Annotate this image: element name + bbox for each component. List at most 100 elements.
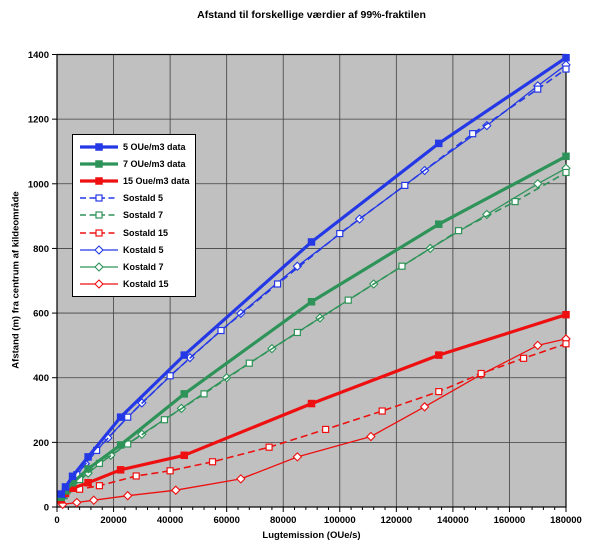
data-point-marker bbox=[122, 490, 133, 501]
legend-item: Sostald 7 bbox=[79, 207, 195, 223]
data-point-marker bbox=[95, 482, 104, 490]
x-tick-label: 140000 bbox=[437, 515, 469, 526]
legend-label: Sostald 7 bbox=[123, 210, 164, 221]
x-tick-label: 20000 bbox=[100, 515, 126, 526]
legend-swatch bbox=[80, 229, 118, 237]
data-point-marker bbox=[482, 209, 492, 220]
legend-swatch bbox=[80, 194, 118, 202]
x-tick-label: 160000 bbox=[494, 515, 526, 526]
data-point-marker bbox=[72, 497, 82, 508]
data-point-marker bbox=[95, 160, 103, 168]
data-point-marker bbox=[307, 238, 316, 246]
legend-label: 15 Oue/m3 data bbox=[123, 176, 190, 187]
legend-label: Kostald 15 bbox=[123, 279, 169, 290]
y-tick-label: 400 bbox=[33, 373, 49, 384]
data-point-marker bbox=[61, 487, 70, 495]
data-point-marker bbox=[116, 413, 125, 421]
data-point-marker bbox=[68, 479, 77, 487]
data-point-marker bbox=[336, 229, 344, 238]
legend-item: Sostald 15 bbox=[79, 225, 195, 241]
data-point-marker bbox=[94, 245, 104, 255]
data-point-marker bbox=[217, 326, 225, 335]
data-point-marker bbox=[95, 194, 103, 202]
data-point-marker bbox=[132, 472, 140, 480]
plot-frame bbox=[56, 53, 567, 508]
y-tick-label: 1400 bbox=[28, 50, 49, 61]
data-point-marker bbox=[166, 467, 174, 475]
legend-item: Kostald 7 bbox=[79, 259, 195, 275]
legend-item: Sostald 5 bbox=[79, 190, 195, 206]
data-point-marker bbox=[366, 431, 376, 442]
data-point-marker bbox=[562, 53, 570, 62]
legend-label: 5 OUe/m3 data bbox=[123, 141, 186, 152]
data-point-marker bbox=[208, 458, 217, 466]
legend-label: Kostald 7 bbox=[123, 262, 164, 273]
data-point-marker bbox=[170, 485, 181, 495]
data-point-marker bbox=[95, 211, 103, 220]
x-tick-label: 80000 bbox=[270, 515, 296, 526]
data-point-marker bbox=[88, 495, 99, 505]
data-point-marker bbox=[378, 407, 386, 415]
data-point-marker bbox=[273, 280, 282, 288]
data-point-marker bbox=[454, 227, 463, 235]
data-point-marker bbox=[532, 340, 543, 351]
series-5-oue-m3-data bbox=[57, 53, 570, 498]
y-tick-label: 1000 bbox=[28, 179, 49, 190]
data-point-marker bbox=[307, 298, 316, 306]
legend-label: Sostald 15 bbox=[123, 227, 169, 238]
data-point-marker bbox=[562, 340, 570, 348]
data-point-marker bbox=[562, 168, 570, 177]
data-point-marker bbox=[435, 388, 443, 396]
data-point-marker bbox=[562, 152, 570, 161]
data-point-marker bbox=[95, 142, 103, 151]
x-tick-label: 100000 bbox=[324, 515, 356, 526]
data-point-marker bbox=[519, 354, 528, 362]
legend-swatch bbox=[80, 245, 118, 255]
data-point-marker bbox=[562, 65, 570, 73]
x-tick-label: 40000 bbox=[157, 515, 183, 526]
data-point-marker bbox=[344, 296, 352, 304]
series-sostald-15 bbox=[61, 340, 570, 497]
data-point-marker bbox=[534, 85, 542, 93]
data-point-marker bbox=[61, 483, 70, 491]
data-point-marker bbox=[401, 181, 409, 190]
y-tick-label: 800 bbox=[33, 244, 49, 255]
chart-title: Afstand til forskellige værdier af 99%-f… bbox=[197, 9, 426, 21]
x-tick-label: 180000 bbox=[550, 515, 582, 526]
data-point-marker bbox=[398, 262, 406, 270]
legend-label: 7 OUe/m3 data bbox=[123, 158, 186, 169]
data-point-marker bbox=[292, 452, 303, 462]
data-point-marker bbox=[84, 479, 92, 487]
legend-item: Kostald 15 bbox=[79, 276, 195, 292]
x-tick-label: 60000 bbox=[213, 515, 239, 526]
data-point-marker bbox=[435, 139, 443, 148]
data-point-marker bbox=[68, 472, 77, 481]
data-point-marker bbox=[84, 453, 92, 461]
data-point-marker bbox=[116, 441, 125, 449]
x-axis-title: Lugtemission (OUe/s) bbox=[262, 530, 361, 541]
data-point-marker bbox=[95, 177, 103, 185]
legend-item: 5 OUe/m3 data bbox=[79, 139, 195, 155]
legend-swatch bbox=[80, 142, 118, 151]
data-point-marker bbox=[116, 466, 125, 474]
data-point-marker bbox=[236, 474, 246, 484]
data-point-marker bbox=[95, 229, 103, 237]
data-point-marker bbox=[245, 359, 253, 367]
axis-ticks: 0 20000 40000 60000 80000 100000 120000 140000 1… bbox=[28, 50, 582, 526]
legend-label: Kostald 5 bbox=[123, 244, 164, 255]
data-point-marker bbox=[293, 328, 301, 337]
data-point-marker bbox=[166, 372, 174, 380]
series-line bbox=[62, 68, 567, 496]
data-point-marker bbox=[435, 351, 443, 359]
data-point-marker bbox=[469, 130, 477, 138]
data-point-marker bbox=[322, 425, 330, 434]
data-point-marker bbox=[180, 390, 188, 398]
data-point-marker bbox=[511, 197, 519, 206]
data-point-marker bbox=[124, 413, 132, 421]
y-tick-label: 1200 bbox=[28, 115, 49, 126]
data-point-marker bbox=[265, 443, 273, 451]
data-point-marker bbox=[160, 416, 169, 424]
legend-swatch bbox=[80, 160, 118, 168]
data-point-marker bbox=[94, 279, 104, 290]
